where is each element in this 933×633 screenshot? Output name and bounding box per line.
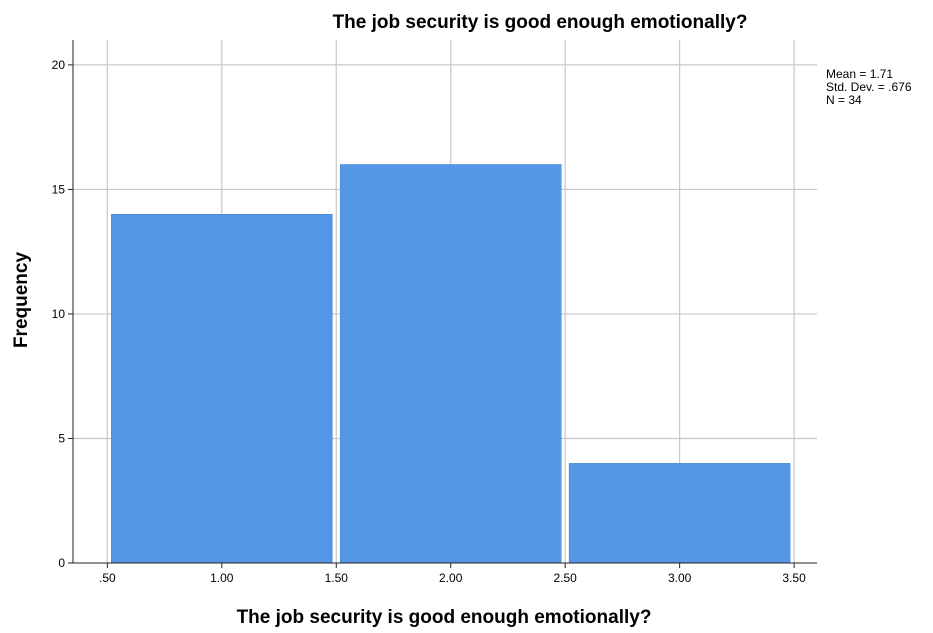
bar-0 (111, 214, 333, 564)
axes (68, 40, 817, 568)
stat-line-0: Mean = 1.71 (826, 67, 893, 81)
x-tick-label-0: .50 (99, 571, 116, 585)
y-tick-label-2: 10 (52, 307, 66, 321)
stat-line-2: N = 34 (826, 93, 862, 107)
bar-2 (568, 463, 791, 564)
y-tick-label-4: 20 (52, 58, 66, 72)
y-tick-label-0: 0 (58, 556, 65, 570)
y-tick-label-3: 15 (52, 182, 66, 196)
bar-1 (339, 164, 562, 564)
x-tick-label-4: 2.50 (554, 571, 578, 585)
x-tick-labels: .50 1.00 1.50 2.00 2.50 3.00 3.50 (99, 571, 806, 585)
x-tick-label-3: 2.00 (439, 571, 463, 585)
y-tick-labels: 0 5 10 15 20 (52, 58, 66, 570)
x-tick-label-1: 1.00 (210, 571, 234, 585)
chart-title: The job security is good enough emotiona… (333, 12, 748, 33)
stat-line-1: Std. Dev. = .676 (826, 80, 912, 94)
x-tick-label-6: 3.50 (782, 571, 806, 585)
x-tick-label-5: 3.00 (668, 571, 692, 585)
y-axis-title: Frequency (11, 252, 32, 349)
x-tick-label-2: 1.50 (325, 571, 349, 585)
y-tick-label-1: 5 (58, 431, 65, 445)
x-axis-title: The job security is good enough emotiona… (237, 607, 652, 628)
bars (111, 164, 791, 564)
